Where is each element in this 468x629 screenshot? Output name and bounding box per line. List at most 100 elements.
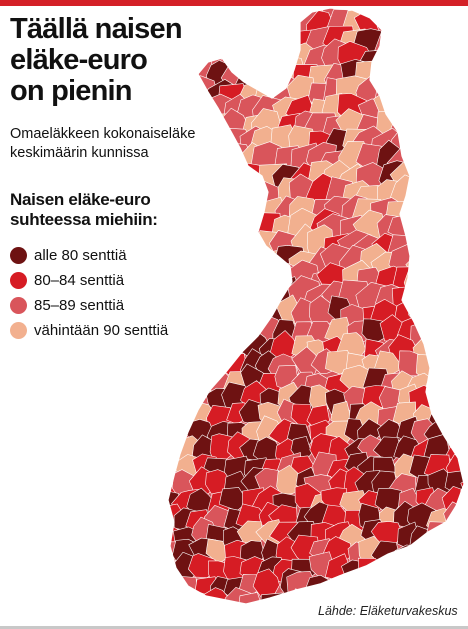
- municipality-region: [168, 28, 188, 60]
- municipality-region: [423, 75, 457, 111]
- municipality-region: [458, 249, 464, 282]
- municipality-region: [459, 367, 464, 394]
- municipality-region: [168, 227, 183, 262]
- municipality-region: [404, 91, 438, 128]
- municipality-region: [168, 384, 186, 410]
- municipality-region: [168, 8, 199, 37]
- municipality-region: [181, 160, 220, 193]
- municipality-region: [187, 302, 217, 331]
- municipality-region: [409, 179, 443, 212]
- municipality-region: [168, 451, 178, 479]
- municipality-region: [396, 63, 428, 99]
- municipality-region: [390, 73, 427, 106]
- municipality-region: [424, 261, 457, 296]
- municipality-region: [460, 97, 464, 131]
- municipality-region: [222, 233, 254, 266]
- municipality-region: [168, 568, 182, 600]
- municipality-region: [171, 8, 201, 23]
- municipality-region: [426, 335, 454, 366]
- municipality-region: [185, 261, 219, 294]
- municipality-region: [413, 553, 441, 580]
- municipality-region: [413, 573, 440, 602]
- municipality-region: [426, 316, 454, 344]
- municipality-region: [443, 369, 464, 392]
- municipality-region: [168, 129, 185, 158]
- municipality-region: [269, 8, 302, 43]
- municipality-region: [442, 334, 464, 361]
- municipality-region: [172, 339, 200, 367]
- municipality-region: [252, 41, 288, 77]
- municipality-region: [168, 64, 185, 99]
- municipality-region: [429, 383, 457, 412]
- municipality-region: [463, 382, 464, 410]
- municipality-region: [218, 487, 249, 512]
- legend-swatch: [10, 296, 27, 314]
- municipality-region: [402, 128, 437, 158]
- municipality-region: [424, 553, 455, 583]
- municipality-region: [426, 296, 457, 330]
- legend-swatch: [10, 271, 27, 289]
- municipality-region: [389, 93, 421, 128]
- municipality-region: [454, 155, 464, 192]
- legend-label: alle 80 senttiä: [34, 246, 127, 264]
- municipality-region: [252, 29, 286, 62]
- municipality-region: [437, 181, 464, 216]
- municipality-region: [443, 212, 464, 250]
- municipality-region: [439, 61, 464, 95]
- municipality-region: [170, 320, 197, 345]
- municipality-region: [439, 522, 464, 551]
- municipality-region: [168, 80, 187, 114]
- municipality-region: [170, 128, 204, 164]
- municipality-region: [443, 105, 464, 139]
- map-title: Täällä naisen eläke-euro on pienin: [10, 13, 183, 107]
- municipality-region: [441, 575, 464, 600]
- municipality-region: [460, 56, 464, 89]
- municipality-region: [192, 317, 219, 343]
- municipality-region: [460, 571, 464, 598]
- municipality-region: [389, 8, 422, 29]
- municipality-region: [406, 64, 439, 99]
- municipality-region: [190, 8, 220, 44]
- municipality-region: [206, 314, 237, 345]
- municipality-region: [168, 114, 201, 146]
- municipality-region: [454, 8, 464, 42]
- municipality-region: [441, 78, 464, 115]
- municipality-region: [443, 301, 464, 328]
- municipality-region: [171, 602, 200, 604]
- municipality-region: [375, 574, 401, 602]
- municipality-region: [455, 399, 464, 428]
- municipality-region: [458, 524, 464, 552]
- municipality-region: [427, 176, 463, 213]
- municipality-region: [427, 213, 458, 244]
- municipality-region: [343, 576, 368, 604]
- map-subtitle: Omaeläkkeen kokonaiseläke keskimäärin ku…: [10, 126, 196, 161]
- municipality-region: [209, 331, 237, 363]
- municipality-region: [404, 107, 437, 142]
- municipality-region: [427, 353, 457, 378]
- municipality-region: [182, 247, 217, 279]
- municipality-region: [174, 267, 203, 301]
- municipality-region: [424, 41, 460, 76]
- municipality-region: [425, 191, 459, 228]
- municipality-region: [394, 544, 422, 569]
- municipality-region: [463, 306, 464, 331]
- municipality-region: [456, 80, 464, 113]
- municipality-region: [176, 300, 204, 327]
- municipality-region: [389, 9, 426, 41]
- municipality-region: [168, 44, 183, 77]
- municipality-region: [168, 8, 189, 40]
- municipality-region: [440, 230, 464, 263]
- municipality-region: [456, 21, 464, 55]
- municipality-region: [236, 258, 274, 294]
- municipality-region: [455, 8, 464, 27]
- municipality-region: [420, 65, 453, 94]
- municipality-region: [440, 240, 464, 279]
- municipality-region: [428, 148, 459, 181]
- municipality-region: [462, 562, 464, 587]
- municipality-region: [441, 40, 464, 72]
- legend-label: 85–89 senttiä: [34, 296, 125, 314]
- municipality-region: [423, 116, 457, 149]
- municipality-region: [224, 277, 259, 310]
- municipality-region: [460, 537, 464, 571]
- municipality-region: [455, 144, 464, 176]
